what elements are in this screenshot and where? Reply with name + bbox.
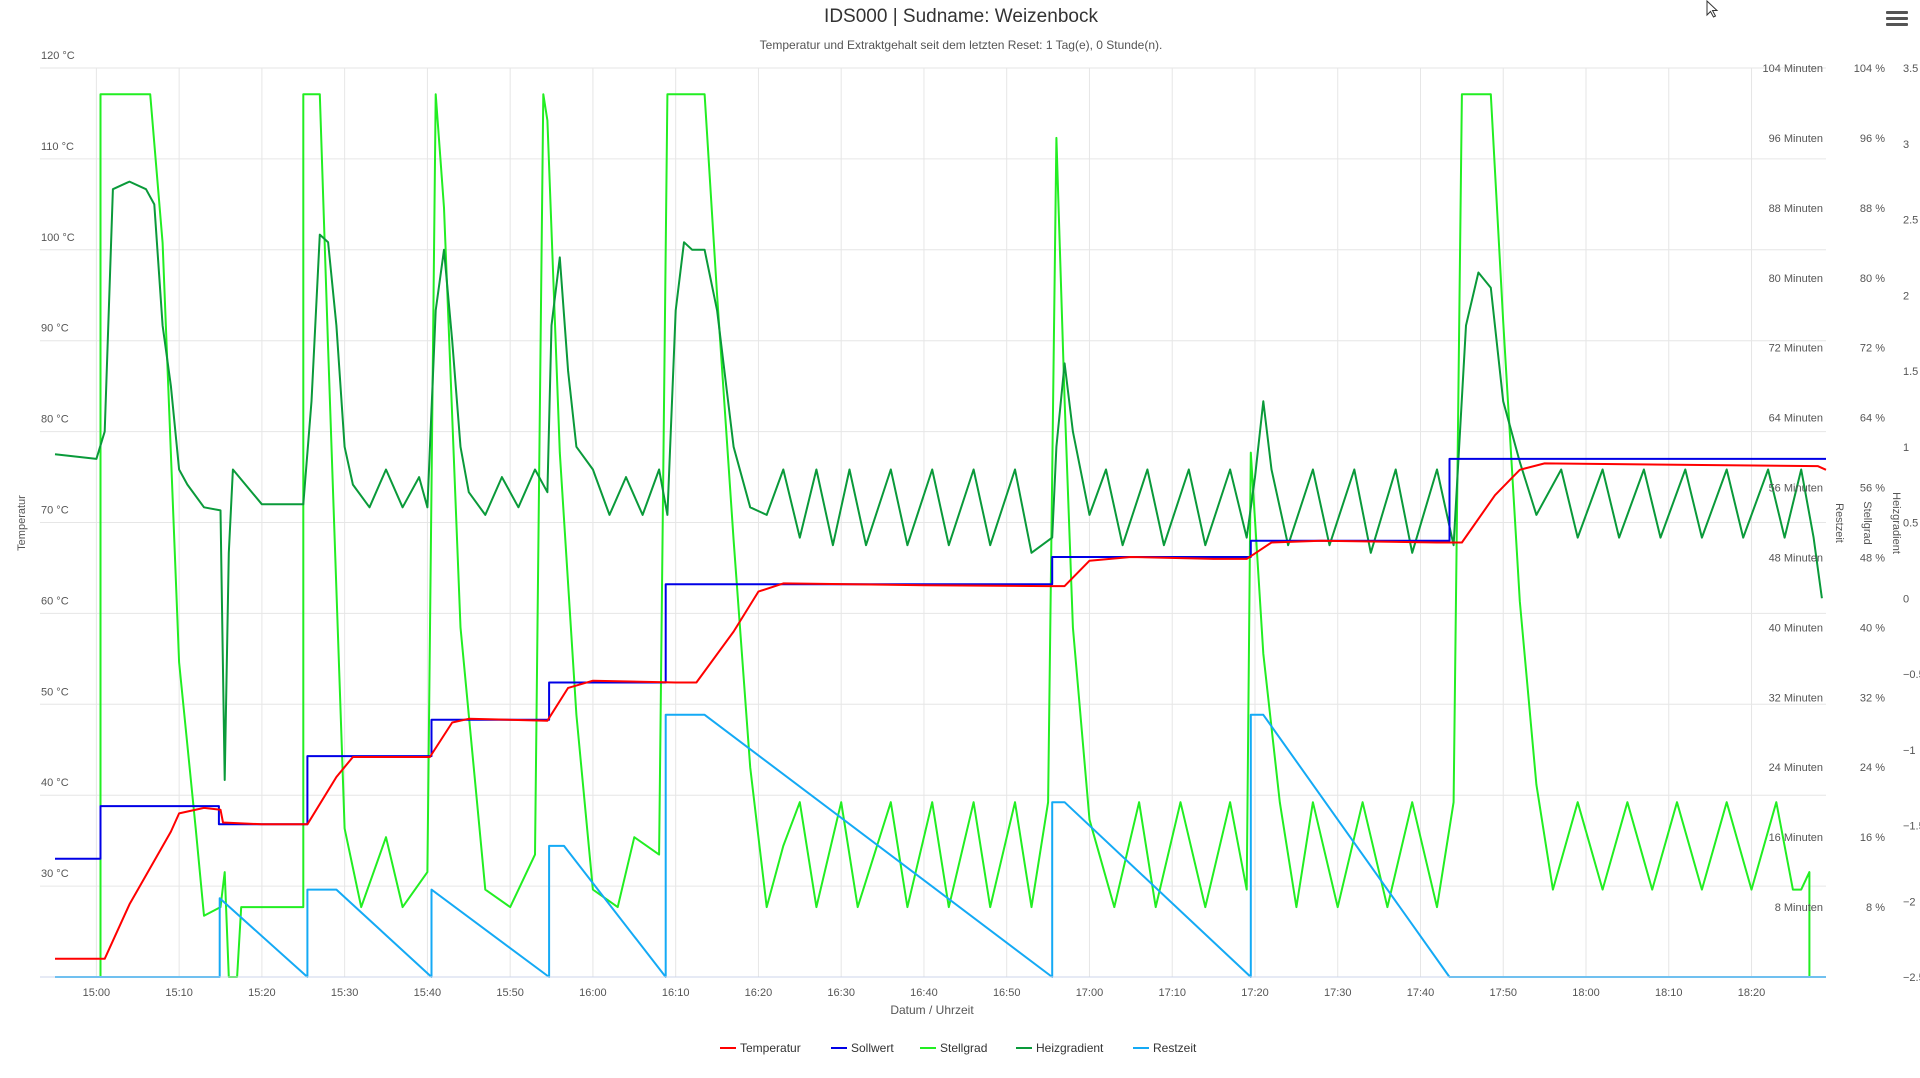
y-tick-label-stellgrad: 64 % (1860, 413, 1885, 425)
series-line-temperatur[interactable] (55, 462, 1827, 960)
y-tick-label-temperature: 30 °C (41, 868, 69, 880)
y-tick-label-restzeit: 88 Minuten (1769, 203, 1823, 215)
x-tick-label: 17:10 (1158, 987, 1186, 999)
x-tick-label: 15:10 (165, 987, 193, 999)
legend-item-stellgrad[interactable]: Stellgrad (920, 1041, 987, 1055)
y-tick-label-restzeit: 40 Minuten (1769, 622, 1823, 634)
x-tick-label: 15:00 (83, 987, 111, 999)
x-tick-label: 15:40 (414, 987, 442, 999)
y-tick-label-heizgradient: 2.5 (1903, 215, 1918, 227)
y-tick-label-restzeit: 56 Minuten (1769, 483, 1823, 495)
y-tick-label-restzeit: 96 Minuten (1769, 133, 1823, 145)
y-tick-label-restzeit: 48 Minuten (1769, 552, 1823, 564)
y-tick-label-stellgrad: 104 % (1854, 63, 1885, 75)
legend-label: Temperatur (740, 1041, 801, 1055)
legend-label: Heizgradient (1036, 1041, 1104, 1055)
y-tick-label-restzeit: 72 Minuten (1769, 343, 1823, 355)
grid (40, 67, 1826, 978)
y-tick-label-temperature: 80 °C (41, 414, 69, 426)
y-tick-label-stellgrad: 24 % (1860, 762, 1885, 774)
x-tick-label: 17:50 (1489, 987, 1517, 999)
y-tick-label-heizgradient: 2 (1903, 290, 1909, 302)
x-tick-label: 15:20 (248, 987, 276, 999)
legend-item-heizgradient[interactable]: Heizgradient (1016, 1041, 1104, 1055)
series-line-sollwert[interactable] (55, 457, 1826, 860)
y-tick-label-stellgrad: 56 % (1860, 483, 1885, 495)
y-tick-label-temperature: 90 °C (41, 323, 69, 335)
y-tick-label-restzeit: 16 Minuten (1769, 832, 1823, 844)
legend-item-sollwert[interactable]: Sollwert (831, 1041, 894, 1055)
y-tick-label-stellgrad: 88 % (1860, 203, 1885, 215)
axes: 15:00 15:10 15:20 15:30 15:40 15:50 16:00 16:10… (40, 50, 1920, 999)
x-tick-label: 17:40 (1407, 987, 1435, 999)
y-tick-label-temperature: 120 °C (41, 50, 75, 62)
x-tick-label: 16:00 (579, 987, 607, 999)
x-tick-label: 15:30 (331, 987, 359, 999)
y-tick-label-stellgrad: 16 % (1860, 832, 1885, 844)
y-tick-label-heizgradient: 0.5 (1903, 518, 1918, 530)
y-axis-title-heizgradient: Heizgradient (1890, 492, 1902, 554)
y-tick-label-heizgradient: −2.5 (1903, 972, 1920, 984)
y-axis-title-restzeit: Restzeit (1833, 503, 1845, 543)
hamburger-icon[interactable] (1886, 8, 1908, 30)
x-tick-label: 16:50 (993, 987, 1021, 999)
legend-item-temperatur[interactable]: Temperatur (720, 1041, 801, 1055)
x-tick-label: 16:40 (910, 987, 938, 999)
y-tick-label-restzeit: 32 Minuten (1769, 692, 1823, 704)
legend-label: Stellgrad (940, 1041, 987, 1055)
y-tick-label-heizgradient: 1.5 (1903, 366, 1918, 378)
y-tick-label-stellgrad: 32 % (1860, 692, 1885, 704)
y-tick-label-temperature: 100 °C (41, 232, 75, 244)
y-tick-label-heizgradient: −1 (1903, 745, 1916, 757)
y-tick-label-stellgrad: 72 % (1860, 343, 1885, 355)
x-tick-label: 18:00 (1572, 987, 1600, 999)
y-tick-label-temperature: 60 °C (41, 595, 69, 607)
series-line-stellgrad[interactable] (55, 93, 1826, 978)
legend-label: Sollwert (851, 1041, 894, 1055)
x-tick-label: 18:20 (1738, 987, 1766, 999)
y-axis-title-stellgrad: Stellgrad (1861, 501, 1873, 544)
y-tick-label-heizgradient: 1 (1903, 442, 1909, 454)
series-line-restzeit[interactable] (55, 713, 1826, 978)
x-axis-title: Datum / Uhrzeit (890, 1003, 974, 1017)
series-layer (54, 93, 1827, 978)
y-axis-title-temperature: Temperatur (16, 495, 28, 551)
y-tick-label-temperature: 110 °C (41, 141, 74, 153)
series-line-heizgradient[interactable] (54, 180, 1823, 781)
legend-label: Restzeit (1153, 1041, 1197, 1055)
chart-subtitle: Temperatur und Extraktgehalt seit dem le… (760, 38, 1163, 52)
y-tick-label-stellgrad: 8 % (1866, 902, 1885, 914)
y-tick-label-stellgrad: 96 % (1860, 133, 1885, 145)
x-tick-label: 17:30 (1324, 987, 1352, 999)
x-tick-label: 18:10 (1655, 987, 1683, 999)
y-tick-label-restzeit: 24 Minuten (1769, 762, 1823, 774)
legend-item-restzeit[interactable]: Restzeit (1133, 1041, 1197, 1055)
x-tick-label: 16:20 (745, 987, 773, 999)
y-tick-label-restzeit: 64 Minuten (1769, 413, 1823, 425)
y-tick-label-stellgrad: 40 % (1860, 622, 1885, 634)
mouse-cursor-icon (1706, 0, 1719, 18)
legend: Temperatur Sollwert Stellgrad Heizgradient R… (720, 1041, 1197, 1055)
y-tick-label-heizgradient: 3 (1903, 139, 1909, 151)
y-tick-label-heizgradient: −1.5 (1903, 821, 1920, 833)
x-tick-label: 15:50 (496, 987, 524, 999)
y-tick-label-heizgradient: −2 (1903, 896, 1916, 908)
chart-title: IDS000 | Sudname: Weizenbock (824, 6, 1098, 27)
x-tick-label: 17:20 (1241, 987, 1269, 999)
y-tick-label-temperature: 40 °C (41, 777, 69, 789)
y-tick-label-heizgradient: 3.5 (1903, 63, 1918, 75)
y-tick-label-temperature: 50 °C (41, 686, 69, 698)
y-tick-label-stellgrad: 80 % (1860, 273, 1885, 285)
x-tick-label: 16:30 (827, 987, 855, 999)
y-tick-label-restzeit: 104 Minuten (1762, 63, 1823, 75)
y-tick-label-restzeit: 80 Minuten (1769, 273, 1823, 285)
y-tick-label-restzeit: 8 Minuten (1775, 902, 1823, 914)
y-tick-label-stellgrad: 48 % (1860, 552, 1885, 564)
y-tick-label-heizgradient: −0.5 (1903, 669, 1920, 681)
y-tick-label-heizgradient: 0 (1903, 593, 1909, 605)
x-tick-label: 16:10 (662, 987, 690, 999)
x-tick-label: 17:00 (1076, 987, 1104, 999)
y-tick-label-temperature: 70 °C (41, 505, 69, 517)
